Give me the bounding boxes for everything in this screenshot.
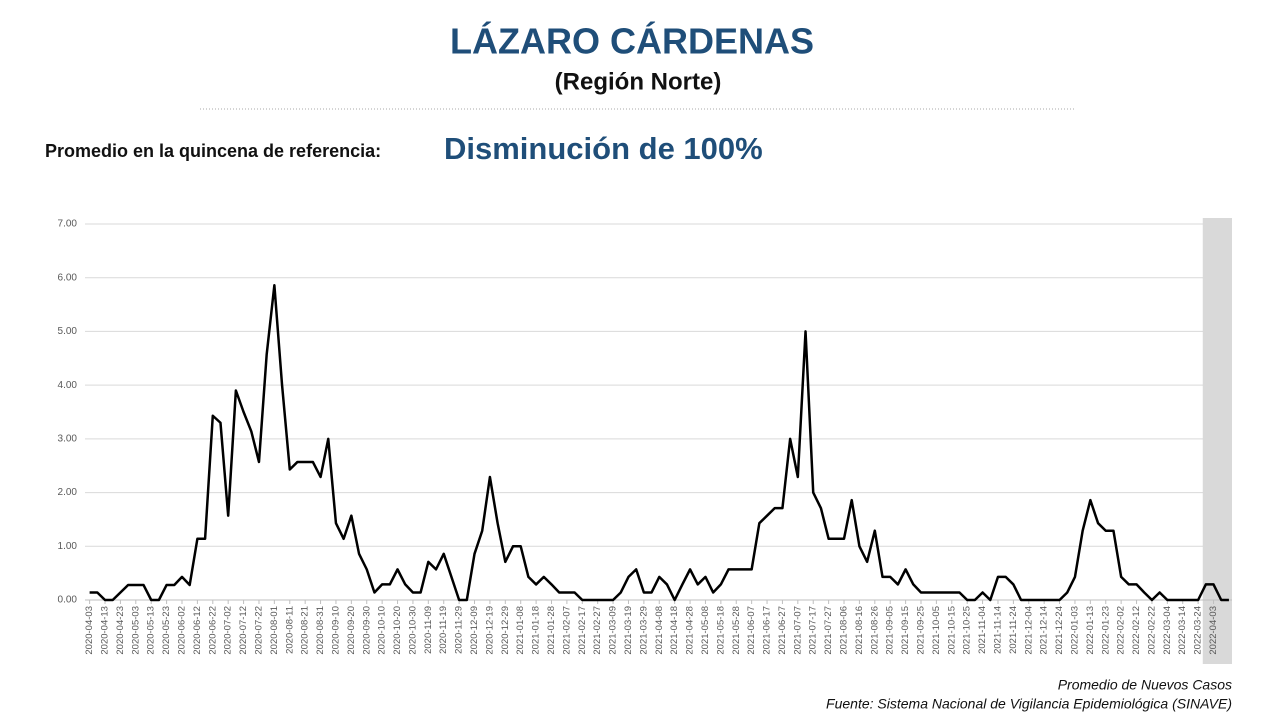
x-tick-label: 2020-08-01 xyxy=(269,606,280,655)
x-tick-label: 2021-11-24 xyxy=(1008,606,1019,654)
x-tick-label: 2021-03-29 xyxy=(638,606,649,655)
x-tick-label: 2020-07-12 xyxy=(238,606,249,655)
y-tick-label: 1.00 xyxy=(58,541,78,552)
x-tick-label: 2020-07-02 xyxy=(223,606,234,655)
x-tick-label: 2021-04-28 xyxy=(685,606,696,655)
x-tick-label: 2021-01-18 xyxy=(531,606,542,655)
x-tick-label: 2021-05-08 xyxy=(700,606,711,655)
x-tick-label: 2021-11-04 xyxy=(977,606,988,654)
y-tick-label: 3.00 xyxy=(58,433,78,444)
x-tick-label: 2021-03-19 xyxy=(623,606,634,655)
x-tick-label: 2021-02-07 xyxy=(561,606,572,655)
x-tick-label: 2021-07-17 xyxy=(808,606,819,655)
x-tick-label: 2020-10-10 xyxy=(377,606,388,655)
reference-value: Disminución de 100% xyxy=(444,131,763,166)
x-tick-label: 2022-02-22 xyxy=(1146,606,1157,655)
x-tick-label: 2022-01-13 xyxy=(1085,606,1096,655)
reference-label: Promedio en la quincena de referencia: xyxy=(45,141,381,161)
source: Fuente: Sistema Nacional de Vigilancia E… xyxy=(826,696,1232,712)
x-tick-label: 2020-07-22 xyxy=(253,606,264,655)
x-tick-label: 2021-09-15 xyxy=(900,606,911,655)
x-tick-label: 2021-12-14 xyxy=(1039,606,1050,655)
x-tick-label: 2021-12-24 xyxy=(1054,606,1065,655)
y-tick-label: 4.00 xyxy=(58,380,78,391)
x-tick-label: 2020-05-03 xyxy=(130,606,141,655)
x-tick-label: 2021-06-07 xyxy=(746,606,757,655)
x-tick-label: 2020-06-12 xyxy=(192,606,203,655)
x-tick-label: 2022-03-14 xyxy=(1177,606,1188,655)
x-tick-label: 2020-09-30 xyxy=(361,606,372,655)
x-tick-label: 2020-10-20 xyxy=(392,606,403,655)
x-tick-label: 2022-03-24 xyxy=(1193,606,1204,655)
chart-subtitle: (Región Norte) xyxy=(555,68,722,95)
x-tick-label: 2020-04-13 xyxy=(100,606,111,655)
x-tick-label: 2022-02-12 xyxy=(1131,606,1142,655)
x-tick-label: 2021-01-28 xyxy=(546,606,557,655)
x-tick-label: 2021-08-26 xyxy=(869,606,880,655)
x-tick-label: 2020-11-19 xyxy=(438,606,449,654)
x-tick-label: 2021-12-04 xyxy=(1023,606,1034,655)
x-tick-label: 2020-09-10 xyxy=(330,606,341,655)
x-tick-label: 2020-05-13 xyxy=(146,606,157,655)
x-tick-label: 2021-10-25 xyxy=(962,606,973,655)
x-tick-label: 2021-08-16 xyxy=(854,606,865,655)
y-tick-label: 7.00 xyxy=(58,219,78,230)
x-tick-label: 2020-12-19 xyxy=(484,606,495,655)
x-tick-label: 2021-02-17 xyxy=(577,606,588,655)
x-tick-label: 2021-04-08 xyxy=(654,606,665,655)
highlight-band xyxy=(1202,218,1232,664)
x-tick-label: 2021-08-06 xyxy=(839,606,850,655)
y-tick-label: 2.00 xyxy=(58,487,78,498)
x-tick-label: 2020-08-21 xyxy=(300,606,311,655)
x-tick-label: 2022-03-04 xyxy=(1162,606,1173,655)
x-tick-label: 2021-02-27 xyxy=(592,606,603,655)
x-tick-label: 2020-10-30 xyxy=(407,606,418,655)
x-tick-label: 2022-02-02 xyxy=(1116,606,1127,655)
y-tick-label: 6.00 xyxy=(58,272,78,283)
x-tick-label: 2021-07-27 xyxy=(823,606,834,655)
x-tick-label: 2022-01-03 xyxy=(1069,606,1080,655)
x-tick-label: 2021-06-17 xyxy=(762,606,773,655)
x-tick-label: 2021-03-09 xyxy=(608,606,619,655)
x-tick-label: 2020-12-29 xyxy=(500,606,511,655)
x-tick-label: 2020-12-09 xyxy=(469,606,480,655)
x-tick-label: 2020-08-31 xyxy=(315,606,326,655)
y-tick-label: 5.00 xyxy=(58,326,78,337)
x-tick-label: 2020-08-11 xyxy=(284,606,295,654)
x-tick-label: 2020-09-20 xyxy=(346,606,357,655)
x-tick-label: 2020-06-22 xyxy=(207,606,218,655)
x-tick-label: 2021-09-05 xyxy=(885,606,896,655)
x-tick-label: 2020-06-02 xyxy=(177,606,188,655)
x-tick-label: 2020-05-23 xyxy=(161,606,172,655)
x-tick-label: 2020-11-29 xyxy=(454,606,465,654)
x-tick-label: 2020-04-23 xyxy=(115,606,126,655)
x-tick-label: 2021-01-08 xyxy=(515,606,526,655)
x-tick-label: 2021-05-28 xyxy=(731,606,742,655)
x-tick-label: 2021-07-07 xyxy=(792,606,803,655)
x-tick-label: 2021-05-18 xyxy=(715,606,726,655)
x-tick-label: 2021-11-14 xyxy=(992,606,1003,654)
x-tick-label: 2021-04-18 xyxy=(669,606,680,655)
series-caption: Promedio de Nuevos Casos xyxy=(1058,677,1232,693)
x-tick-label: 2021-10-05 xyxy=(931,606,942,655)
data-line xyxy=(89,283,1229,602)
x-tick-label: 2022-04-03 xyxy=(1208,606,1219,655)
x-tick-label: 2021-06-27 xyxy=(777,606,788,655)
y-tick-label: 0.00 xyxy=(58,595,78,606)
x-tick-label: 2022-01-23 xyxy=(1100,606,1111,655)
x-tick-label: 2020-04-03 xyxy=(84,606,95,655)
x-tick-label: 2021-09-25 xyxy=(916,606,927,655)
x-tick-label: 2020-11-09 xyxy=(423,606,434,654)
x-tick-label: 2021-10-15 xyxy=(946,606,957,655)
chart-title: LÁZARO CÁRDENAS xyxy=(450,21,814,62)
